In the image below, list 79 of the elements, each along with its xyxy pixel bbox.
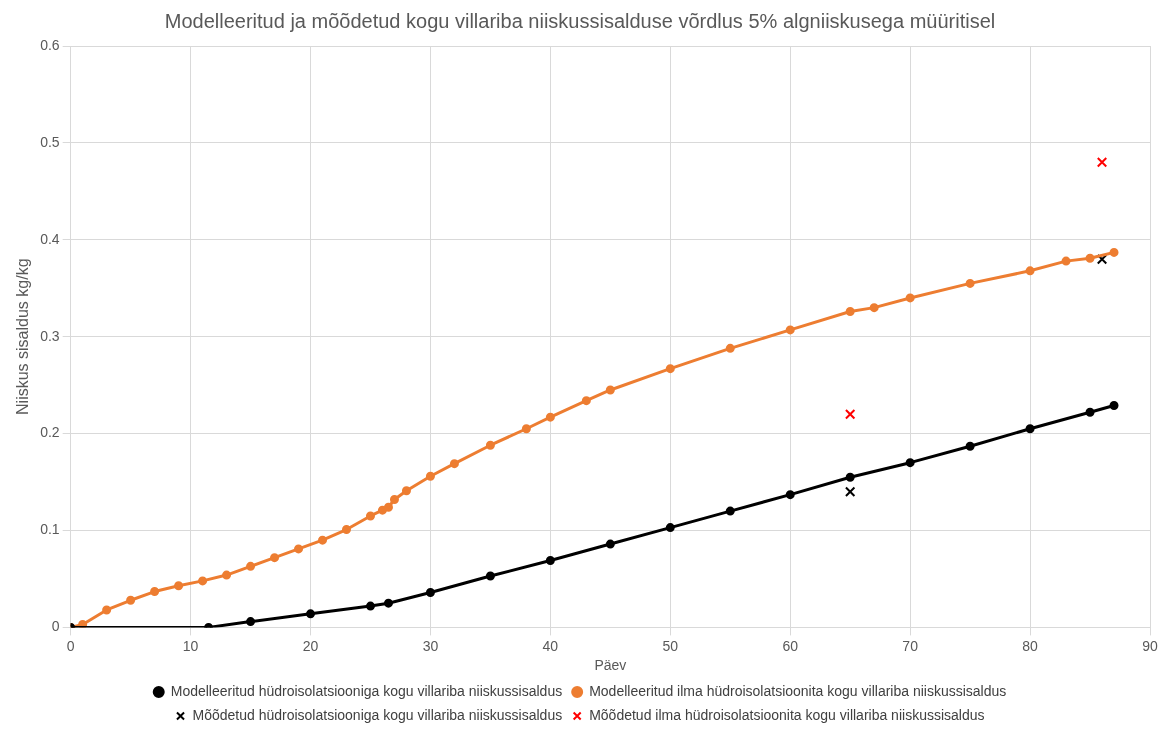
- legend-label: Modelleeritud hüdroisolatsiooniga kogu villariba niiskussisaldus: [170, 682, 563, 699]
- point: [785, 325, 795, 335]
- point: [844, 486, 856, 497]
- y-tick-label: 0.4: [40, 230, 60, 247]
- point: [725, 343, 735, 353]
- x-tick-label: 90: [1142, 637, 1158, 654]
- point: [581, 396, 591, 406]
- point: [1025, 424, 1035, 434]
- x-axis-title: Päev: [594, 657, 627, 674]
- point: [150, 587, 160, 597]
- point: [965, 441, 975, 451]
- x-tick-label: 30: [422, 637, 439, 654]
- point: [485, 440, 495, 450]
- point: [665, 364, 675, 374]
- point: [246, 561, 256, 571]
- x-tick-label: 40: [542, 637, 559, 654]
- x-tick-label: 80: [1022, 637, 1039, 654]
- point: [1096, 157, 1108, 168]
- point: [845, 307, 855, 317]
- point: [1109, 401, 1119, 410]
- point: [425, 471, 435, 481]
- point: [605, 385, 615, 395]
- point: [270, 553, 280, 563]
- point: [845, 472, 855, 482]
- point: [389, 494, 399, 504]
- point: [725, 506, 735, 516]
- point: [785, 490, 795, 500]
- point: [377, 505, 387, 515]
- point: [1096, 253, 1108, 265]
- point: [294, 544, 304, 554]
- legend-label: Modelleeritud ilma hüdroisolatsioonita kogu villariba niiskussisaldus: [589, 682, 1007, 699]
- point: [365, 601, 375, 611]
- y-axis-title: Niiskus sisaldus kg/kg: [14, 258, 32, 415]
- point: [545, 412, 555, 422]
- point: [425, 588, 435, 598]
- point: [365, 511, 375, 521]
- point: [222, 570, 232, 580]
- y-tick-label: 0.6: [40, 36, 60, 53]
- point: [341, 525, 351, 535]
- point: [401, 486, 411, 496]
- point: [1085, 253, 1095, 263]
- point: [126, 595, 136, 605]
- point: [1025, 266, 1035, 276]
- point: [383, 598, 393, 608]
- point: [198, 576, 208, 586]
- x-tick-label: 60: [782, 637, 799, 654]
- chart-title: Modelleeritud ja mõõdetud kogu villariba niiskussisalduse võrdlus 5% algniiskusega müüritisel: [164, 9, 996, 32]
- y-tick-label: 0.3: [40, 327, 60, 344]
- point: [1085, 407, 1095, 417]
- point: [844, 408, 856, 420]
- legend-label: Mõõdetud hüdroisolatsiooniga kogu villariba niiskussisaldus: [192, 706, 563, 723]
- point: [905, 293, 915, 303]
- point: [545, 556, 555, 566]
- x-tick-label: 0: [66, 637, 75, 654]
- point: [306, 609, 316, 619]
- point: [485, 571, 495, 581]
- point: [665, 523, 675, 533]
- point: [1109, 247, 1119, 257]
- point: [605, 539, 615, 549]
- point: [905, 458, 915, 468]
- point: [174, 581, 184, 591]
- point: [318, 535, 328, 545]
- x-tick-label: 10: [182, 637, 199, 654]
- point: [383, 502, 393, 512]
- y-tick-label: 0: [51, 618, 60, 635]
- point: [246, 617, 256, 627]
- point: [869, 303, 879, 313]
- x-tick-label: 70: [902, 637, 919, 654]
- point: [965, 278, 975, 288]
- x-tick-label: 50: [662, 637, 679, 654]
- point: [1061, 256, 1071, 266]
- y-tick-label: 0.2: [40, 424, 60, 441]
- legend-label: Mõõdetud ilma hüdroisolatsioonita kogu villariba niiskussisaldus: [589, 706, 985, 723]
- x-tick-label: 20: [302, 637, 319, 654]
- point: [102, 605, 112, 615]
- y-tick-label: 0.1: [40, 521, 60, 538]
- point: [521, 424, 531, 434]
- y-tick-label: 0.5: [40, 133, 60, 150]
- point: [449, 459, 459, 469]
